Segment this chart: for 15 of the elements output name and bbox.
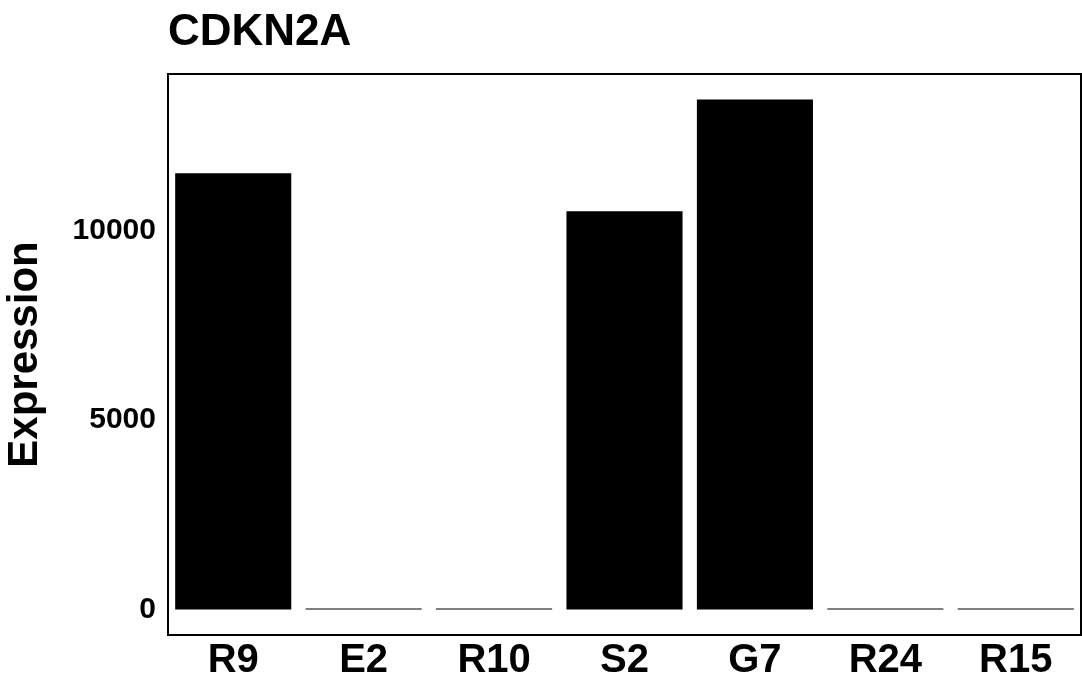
y-axis-title: Expression <box>0 241 46 468</box>
x-tick-label: R10 <box>457 636 531 681</box>
y-tick-label: 10000 <box>72 211 156 245</box>
y-tick-label: 5000 <box>89 401 156 435</box>
x-tick-label: E2 <box>339 636 389 681</box>
x-tick-label: R24 <box>848 636 923 681</box>
x-tick-label: S2 <box>600 636 649 681</box>
y-tick-label: 0 <box>139 590 156 624</box>
x-tick-label: G7 <box>728 636 782 681</box>
bar <box>696 99 813 610</box>
bar <box>175 173 292 610</box>
chart-title: CDKN2A <box>168 5 352 54</box>
x-tick-label: R9 <box>207 636 259 681</box>
bar <box>566 211 683 610</box>
x-tick-label: R15 <box>979 636 1053 681</box>
